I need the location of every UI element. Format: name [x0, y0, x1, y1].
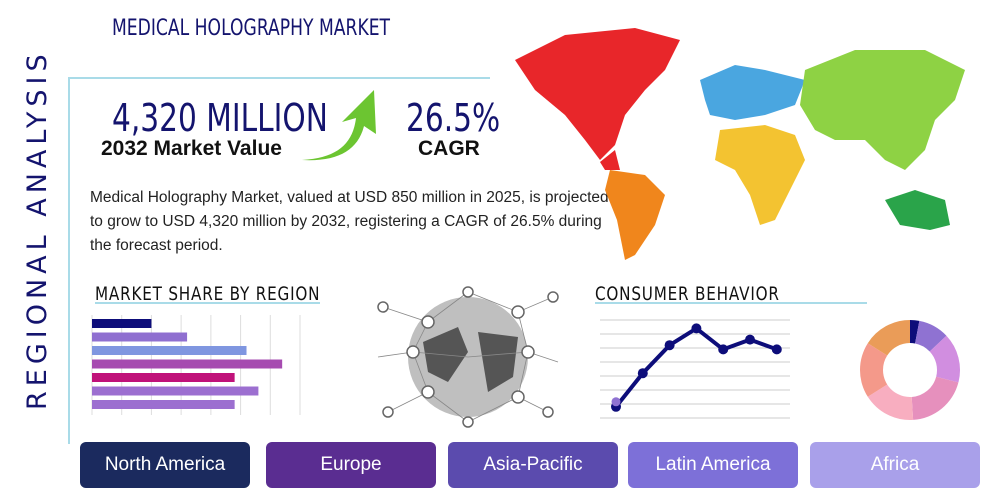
donut-slice — [929, 335, 960, 383]
market-value-label: 2032 Market Value — [101, 137, 282, 160]
donut-slice — [867, 384, 914, 420]
page-title: MEDICAL HOLOGRAPHY MARKET — [112, 16, 391, 41]
frame-border — [68, 77, 490, 444]
data-point — [611, 397, 621, 407]
cagr-value: 26.5% — [406, 96, 501, 140]
world-map — [515, 28, 965, 260]
region-button-north-america[interactable]: North America — [80, 442, 250, 488]
donut-slice — [867, 320, 910, 356]
consumer-donut-chart — [860, 320, 960, 420]
globe-network-icon — [377, 286, 559, 428]
region-button-europe[interactable]: Europe — [266, 442, 436, 488]
data-point — [718, 344, 729, 355]
donut-slice — [860, 343, 888, 397]
description: Medical Holography Market, valued at USD… — [90, 189, 609, 254]
consumer-line-chart — [600, 319, 790, 419]
data-point — [664, 340, 675, 351]
side-title: REGIONAL ANALYSIS — [22, 49, 53, 410]
bar — [92, 359, 283, 369]
donut-slice — [915, 320, 947, 352]
data-point — [637, 368, 648, 379]
region-button-africa[interactable]: Africa — [810, 442, 980, 488]
consumer-behavior-heading: CONSUMER BEHAVIOR — [595, 283, 780, 305]
bar — [92, 373, 235, 382]
donut-slice — [910, 320, 920, 344]
data-point — [771, 344, 782, 355]
bar — [92, 386, 259, 396]
bar — [92, 332, 188, 342]
market-share-heading: MARKET SHARE BY REGION — [95, 283, 321, 305]
region-button-latin-america[interactable]: Latin America — [628, 442, 798, 488]
region-button-asia-pacific[interactable]: Asia-Pacific — [448, 442, 618, 488]
bar — [92, 319, 152, 328]
data-point — [691, 323, 702, 334]
data-point — [745, 334, 755, 345]
cagr-label: CAGR — [418, 137, 480, 160]
divider — [595, 302, 867, 304]
bar — [92, 400, 235, 409]
market-share-chart — [91, 315, 301, 415]
divider — [95, 302, 320, 304]
growth-arrow-icon — [302, 90, 376, 161]
market-value: 4,320 MILLION — [112, 96, 328, 140]
bar — [92, 346, 247, 355]
donut-slice — [911, 376, 959, 420]
